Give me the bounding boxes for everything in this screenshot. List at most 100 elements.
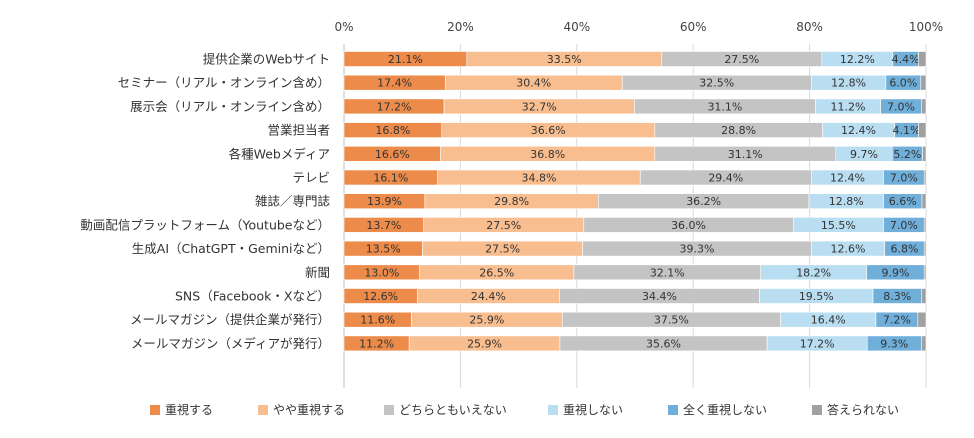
bar-segment [921,335,927,352]
legend-item: どちらともいえない [384,403,507,417]
legend: 重視する やや重視する どちらともいえない 重視しない 全く重視しない 答えられない [150,402,899,417]
bar-segment [921,193,927,209]
bar-value-label: 32.7% [522,100,557,113]
legend-swatch [812,405,822,415]
bar-segment [923,264,927,281]
legend-label: 全く重視しない [683,402,767,417]
x-tick-label: 20% [447,20,474,34]
bar-row: 16.6% 36.8% 31.1% 9.7% 5.2% [343,146,927,162]
bar-value-label: 28.8% [721,124,756,137]
category-label: テレビ [292,170,330,185]
bar-row: 17.4% 30.4% 32.5% 12.8% 6.0% [343,74,927,91]
bar-value-label: 29.8% [494,195,529,208]
bar-value-label: 31.1% [728,148,763,161]
bar-value-label: 9.7% [850,148,878,161]
bar-value-label: 11.2% [831,100,866,113]
bar-value-label: 34.8% [521,172,556,185]
category-label: メールマガジン（メディアが発行） [131,336,330,351]
legend-item: 重視する [150,402,213,417]
bar-segment [920,74,927,91]
bar-segment [918,51,927,67]
category-label: メールマガジン（提供企業が発行） [130,312,330,327]
category-label: 営業担当者 [267,123,330,138]
bar-value-label: 36.6% [531,124,566,137]
x-tick-label: 0% [334,20,353,34]
bar-value-label: 25.9% [467,337,502,350]
category-label: 雑誌／専門誌 [255,194,331,209]
bar-row: 13.5% 27.5% 39.3% 12.6% 6.8% [343,240,927,257]
x-axis-ticks: 0% 20% 40% 60% 80% 100% [334,20,943,34]
bar-segment [923,240,927,257]
legend-item: やや重視する [258,402,345,417]
category-label: 新聞 [305,265,330,280]
bar-value-label: 12.8% [831,77,866,90]
bar-row: 17.2% 32.7% 31.1% 11.2% 7.0% [343,98,927,115]
category-label: 展示会（リアル・オンライン含め） [130,99,330,114]
bar-value-label: 17.2% [800,337,835,350]
bar-segment [918,122,927,138]
legend-swatch [258,405,268,415]
bar-value-label: 12.4% [830,172,865,185]
bar-value-label: 34.4% [642,290,677,303]
bar-segment [923,217,927,233]
bar-value-label: 16.4% [811,314,846,327]
bar-value-label: 19.5% [799,290,834,303]
bar-value-label: 6.0% [889,77,917,90]
bar-value-label: 39.3% [680,243,715,256]
legend-item: 答えられない [812,402,899,417]
bar-value-label: 16.1% [373,172,408,185]
bar-row: 13.7% 27.5% 36.0% 15.5% 7.0% [343,217,927,233]
bar-value-label: 27.5% [486,219,521,232]
bar-value-label: 13.9% [367,195,402,208]
bar-value-label: 6.6% [889,195,917,208]
bar-segment [921,98,927,115]
category-label: セミナー（リアル・オンライン含め） [118,75,330,90]
bar-value-label: 16.6% [375,148,410,161]
category-label: 提供企業のWebサイト [203,52,330,67]
category-label: SNS（Facebook・Xなど） [175,289,330,304]
bar-value-label: 36.2% [686,195,721,208]
bar-value-label: 13.0% [364,266,399,279]
legend-swatch [668,405,678,415]
bar-segment [922,146,927,162]
legend-label: 答えられない [827,402,899,417]
bar-value-label: 25.9% [469,314,504,327]
category-label: 動画配信プラットフォーム（Youtubeなど） [80,217,330,232]
legend-swatch [548,405,558,415]
legend-swatch [384,405,394,415]
bar-value-label: 15.5% [821,219,856,232]
bar-value-label: 32.1% [650,266,685,279]
bar-row: 16.1% 34.8% 29.4% 12.4% 7.0% [343,169,927,186]
bar-value-label: 12.8% [829,195,864,208]
bar-row: 13.0% 26.5% 32.1% 18.2% 9.9% [343,264,927,281]
legend-item: 全く重視しない [668,402,767,417]
bar-row: 11.6% 25.9% 37.5% 16.4% 7.2% [343,311,927,328]
x-tick-label: 40% [563,20,590,34]
bar-segment [923,169,927,186]
bar-value-label: 36.0% [671,219,706,232]
bar-value-label: 11.6% [360,314,395,327]
bar-value-label: 12.4% [841,124,876,137]
bar-value-label: 26.5% [479,266,514,279]
bar-value-label: 7.0% [890,219,918,232]
bar-value-label: 12.6% [831,243,866,256]
bar-value-label: 35.6% [646,337,681,350]
bar-value-label: 30.4% [516,77,551,90]
legend-label: やや重視する [273,402,345,417]
bar-value-label: 4.1% [893,124,921,137]
bar-value-label: 18.2% [796,266,831,279]
bar-row: 16.8% 36.6% 28.8% 12.4% 4.1% [343,122,927,138]
bar-value-label: 11.2% [359,337,394,350]
legend-label: 重視しない [563,402,623,417]
bar-value-label: 17.2% [377,100,412,113]
legend-label: 重視する [165,402,213,417]
bar-segment [921,288,927,304]
bar-segment [917,311,927,328]
bar-value-label: 24.4% [471,290,506,303]
legend-swatch [150,405,160,415]
bar-value-label: 13.7% [366,219,401,232]
bar-value-label: 29.4% [708,172,743,185]
bar-value-label: 12.2% [840,53,875,66]
bar-value-label: 5.2% [893,148,921,161]
